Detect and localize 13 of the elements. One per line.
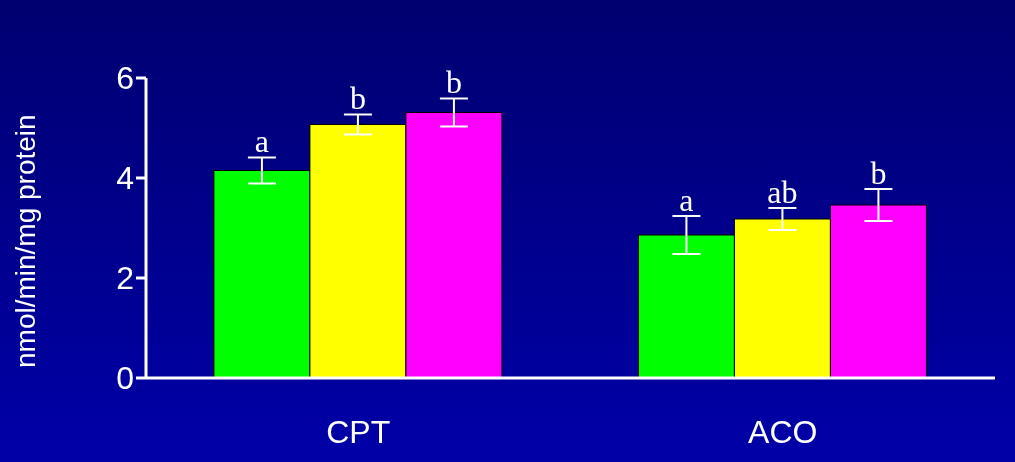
y-axis-title: nmol/min/mg protein [9,114,41,368]
data-label: b [870,154,887,191]
y-tick-label: 4 [116,160,134,197]
data-label: ab [767,173,798,210]
y-tick-label: 2 [116,260,134,297]
y-tick-label: 6 [116,60,134,97]
y-tick-label: 0 [116,360,134,397]
x-tick-label: CPT [326,413,391,450]
data-label: b [445,63,462,100]
data-label: a [679,181,694,218]
data-label: b [349,79,366,116]
data-label: a [254,123,270,160]
x-tick-label: ACO [748,413,818,450]
